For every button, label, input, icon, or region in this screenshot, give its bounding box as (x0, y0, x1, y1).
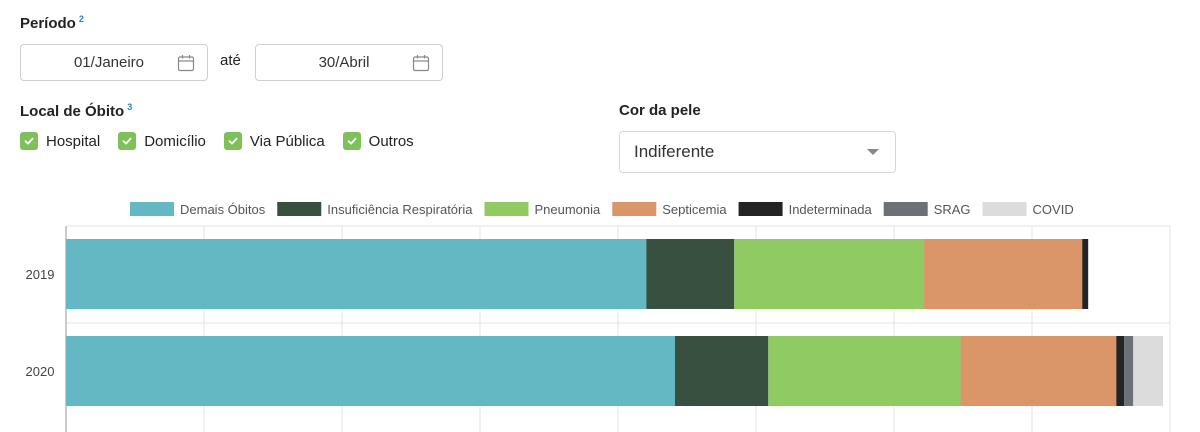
bar-segment[interactable] (768, 336, 961, 406)
legend-item[interactable]: SRAG (883, 202, 971, 217)
check-icon[interactable] (223, 132, 242, 150)
legend-label: Indeterminada (789, 202, 873, 217)
legend-swatch (883, 202, 928, 216)
legend-label: Septicemia (662, 202, 727, 217)
periodo-label-text: Período (20, 15, 76, 32)
bar-segment[interactable] (960, 336, 1117, 406)
local-obito-label-text: Local de Óbito (20, 103, 125, 120)
legend-swatch (982, 202, 1027, 216)
bar-segment[interactable] (66, 239, 647, 309)
bar-segment[interactable] (924, 239, 1083, 309)
legend-item[interactable]: COVID (982, 202, 1074, 217)
category-label: 2020 (26, 364, 55, 379)
cor-pele-label: Cor da pele (619, 102, 701, 119)
checkbox-outros[interactable]: Outros (342, 132, 414, 150)
end-date-input[interactable]: 30/Abril (255, 44, 443, 81)
calendar-icon[interactable] (177, 54, 195, 72)
cor-pele-selected: Indiferente (634, 142, 715, 161)
bar-segment[interactable] (646, 239, 735, 309)
end-date-value: 30/Abril (318, 54, 370, 71)
check-icon[interactable] (20, 132, 38, 150)
checkbox-label: Via Pública (249, 132, 325, 150)
bar-segment[interactable] (1116, 336, 1125, 406)
legend-label: COVID (1033, 202, 1074, 217)
local-obito-checkboxes: Hospital Domicílio Via Pública Outros (20, 132, 432, 150)
legend-label: Insuficiência Respiratória (327, 202, 473, 217)
checkbox-label: Hospital (46, 132, 101, 150)
checkbox-domicilio[interactable]: Domicílio (118, 132, 206, 150)
legend-item[interactable]: Pneumonia (484, 202, 601, 217)
bar-segment[interactable] (66, 336, 675, 406)
legend-swatch (738, 202, 783, 216)
bar-segment[interactable] (1082, 239, 1089, 309)
legend-label: Pneumonia (534, 202, 601, 217)
checkbox-via-publica[interactable]: Via Pública (223, 132, 325, 150)
legend-swatch (484, 202, 529, 216)
legend-item[interactable]: Indeterminada (738, 202, 873, 217)
legend-swatch (130, 202, 174, 216)
caret-down-icon[interactable] (867, 149, 879, 155)
local-obito-label: Local de Óbito 3 (20, 102, 132, 120)
bar-segment[interactable] (1124, 336, 1134, 406)
bar-segment[interactable] (1133, 336, 1163, 406)
periodo-label: Período 2 (20, 14, 84, 32)
legend-label: SRAG (934, 202, 971, 217)
calendar-icon[interactable] (412, 54, 430, 72)
periodo-footnote[interactable]: 2 (78, 14, 84, 24)
legend-item[interactable]: Demais Óbitos (130, 202, 266, 217)
legend-label: Demais Óbitos (180, 202, 266, 217)
category-label: 2019 (26, 267, 55, 282)
legend-swatch (277, 202, 322, 216)
checkbox-label: Outros (368, 132, 414, 150)
cor-pele-select[interactable]: Indiferente (619, 131, 896, 173)
start-date-input[interactable]: 01/Janeiro (20, 44, 208, 81)
checkbox-label: Domicílio (144, 132, 206, 150)
check-icon[interactable] (342, 132, 361, 150)
bar-segment[interactable] (734, 239, 925, 309)
check-icon[interactable] (118, 132, 137, 150)
bar-segment[interactable] (674, 336, 769, 406)
checkbox-hospital[interactable]: Hospital (20, 132, 100, 150)
legend-item[interactable]: Septicemia (612, 202, 727, 217)
stacked-bar-chart: Demais Óbitos Insuficiência Respiratória P… (26, 202, 1171, 432)
periodo-separator: até (220, 52, 241, 69)
local-obito-footnote[interactable]: 3 (127, 102, 133, 112)
legend-swatch (612, 202, 657, 216)
start-date-value: 01/Janeiro (73, 54, 145, 71)
legend-item[interactable]: Insuficiência Respiratória (277, 202, 473, 217)
